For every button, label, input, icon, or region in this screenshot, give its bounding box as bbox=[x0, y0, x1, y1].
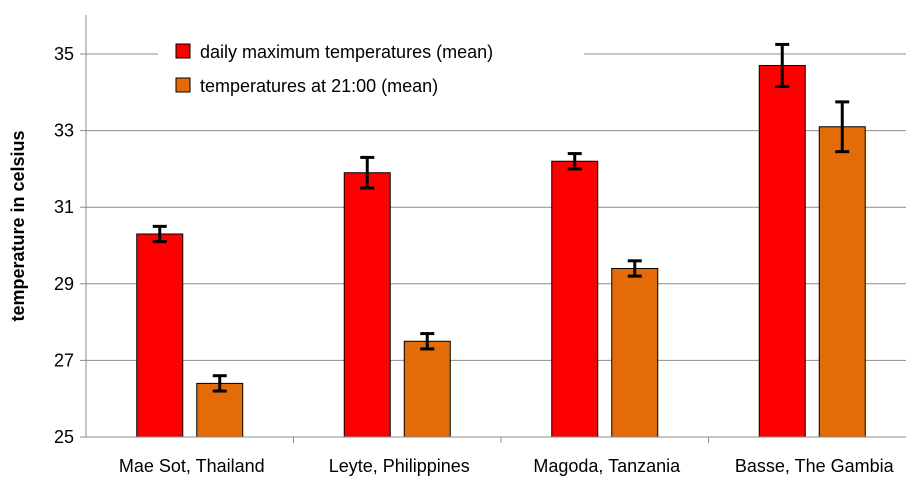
y-axis-label: temperature in celsius bbox=[8, 130, 28, 321]
bar bbox=[758, 64, 806, 438]
y-tick-label: 25 bbox=[54, 427, 74, 447]
x-category-label: Basse, The Gambia bbox=[735, 456, 895, 476]
legend: daily maximum temperatures (mean) tempera… bbox=[158, 34, 584, 106]
x-category-labels: Mae Sot, Thailand Leyte, Philippines Magod… bbox=[119, 456, 895, 476]
bars bbox=[136, 64, 866, 438]
y-tick-label: 31 bbox=[54, 197, 74, 217]
x-category-label: Magoda, Tanzania bbox=[533, 456, 681, 476]
bar bbox=[136, 233, 184, 438]
legend-swatch bbox=[175, 43, 191, 59]
error-bars bbox=[152, 42, 850, 393]
legend-background bbox=[158, 34, 584, 106]
bar bbox=[343, 172, 391, 438]
legend-label: temperatures at 21:00 (mean) bbox=[200, 76, 438, 96]
bar bbox=[551, 160, 599, 438]
bar bbox=[611, 267, 659, 438]
bar bbox=[403, 340, 451, 438]
legend-swatch bbox=[175, 77, 191, 93]
x-category-label: Mae Sot, Thailand bbox=[119, 456, 265, 476]
y-tick-label: 35 bbox=[54, 44, 74, 64]
x-category-label: Leyte, Philippines bbox=[329, 456, 470, 476]
legend-label: daily maximum temperatures (mean) bbox=[200, 42, 493, 62]
bar bbox=[818, 126, 866, 438]
y-tick-label: 33 bbox=[54, 121, 74, 141]
y-tick-label: 29 bbox=[54, 274, 74, 294]
y-tick-label: 27 bbox=[54, 350, 74, 370]
axes bbox=[80, 15, 906, 443]
y-tick-labels: 25 27 29 31 33 35 bbox=[54, 44, 74, 447]
